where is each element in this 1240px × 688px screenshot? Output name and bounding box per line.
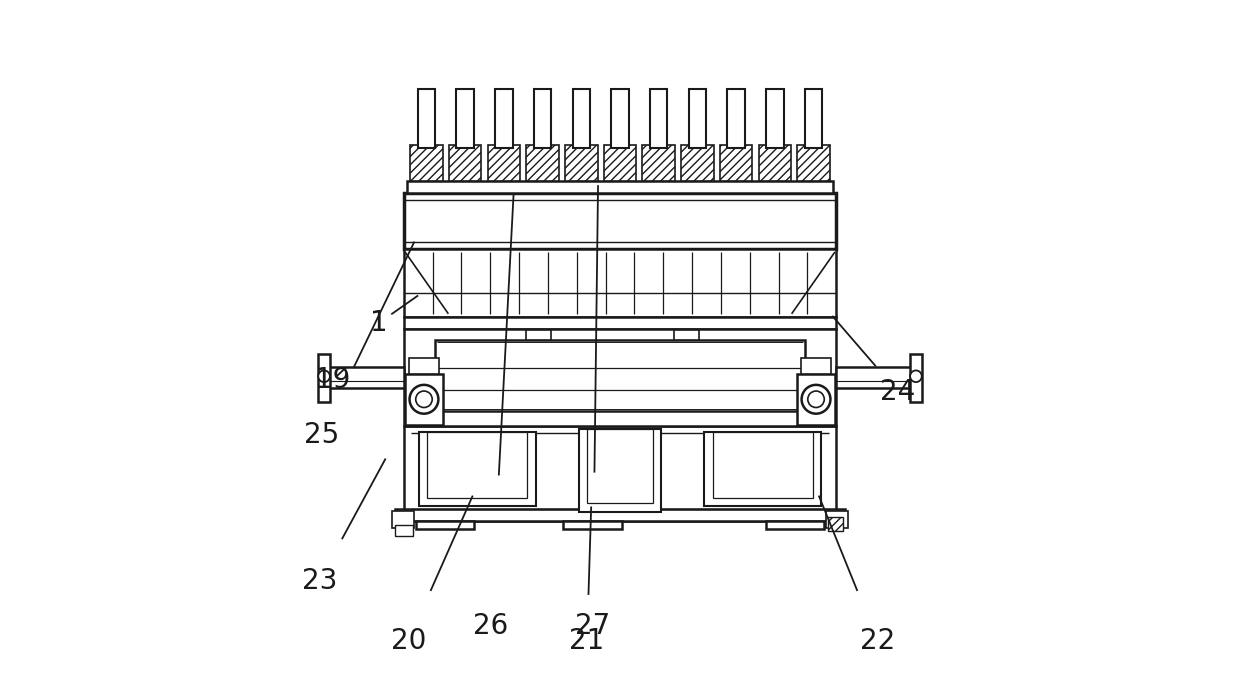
Circle shape [409, 385, 439, 413]
Bar [404, 427, 836, 521]
Bar [836, 367, 911, 388]
Bar [766, 89, 784, 148]
Bar [526, 330, 551, 340]
Bar [410, 145, 443, 180]
Bar [563, 521, 621, 529]
Bar [826, 511, 848, 528]
Circle shape [910, 370, 921, 382]
Bar [828, 517, 843, 531]
Text: 26: 26 [474, 612, 508, 640]
Bar [434, 340, 806, 411]
Text: 23: 23 [301, 567, 337, 595]
Bar [650, 89, 667, 148]
Bar [759, 145, 791, 180]
Text: 22: 22 [859, 627, 895, 654]
Bar [801, 358, 832, 374]
Bar [427, 432, 527, 498]
Bar [611, 89, 629, 148]
Bar [675, 330, 699, 340]
Bar [404, 316, 836, 329]
Bar [404, 193, 836, 249]
Text: 27: 27 [575, 612, 610, 640]
Bar [720, 145, 753, 180]
Bar [805, 89, 822, 148]
Bar [910, 354, 923, 402]
Bar [728, 89, 745, 148]
Bar [456, 89, 474, 148]
Bar [418, 89, 435, 148]
Bar [392, 511, 414, 528]
Text: 25: 25 [304, 420, 339, 449]
Bar [317, 354, 330, 402]
Bar [604, 145, 636, 180]
Bar [681, 145, 714, 180]
Bar [396, 525, 413, 536]
Circle shape [319, 370, 330, 382]
Circle shape [807, 391, 825, 407]
Bar [329, 367, 404, 388]
Bar [704, 432, 821, 506]
Text: 24: 24 [880, 378, 915, 406]
Bar [573, 89, 590, 148]
Bar [565, 145, 598, 180]
Text: 21: 21 [569, 627, 605, 654]
Bar [396, 509, 844, 521]
Text: 19: 19 [315, 366, 351, 394]
Bar [797, 145, 830, 180]
Bar [487, 145, 520, 180]
Bar [642, 145, 675, 180]
Bar [407, 180, 833, 193]
Bar [688, 89, 706, 148]
Bar [417, 521, 475, 529]
Text: 1: 1 [370, 310, 387, 337]
Bar [526, 145, 559, 180]
Bar [579, 429, 661, 512]
Bar [405, 374, 443, 425]
Bar [534, 89, 552, 148]
Text: 20: 20 [391, 627, 427, 654]
Bar [797, 374, 835, 425]
Bar [495, 89, 512, 148]
Bar [404, 329, 836, 427]
Bar [419, 432, 536, 506]
Circle shape [415, 391, 433, 407]
Bar [408, 358, 439, 374]
Bar [404, 249, 836, 316]
Bar [449, 145, 481, 180]
Circle shape [801, 385, 831, 413]
Bar [587, 429, 653, 504]
Bar [765, 521, 823, 529]
Bar [713, 432, 813, 498]
